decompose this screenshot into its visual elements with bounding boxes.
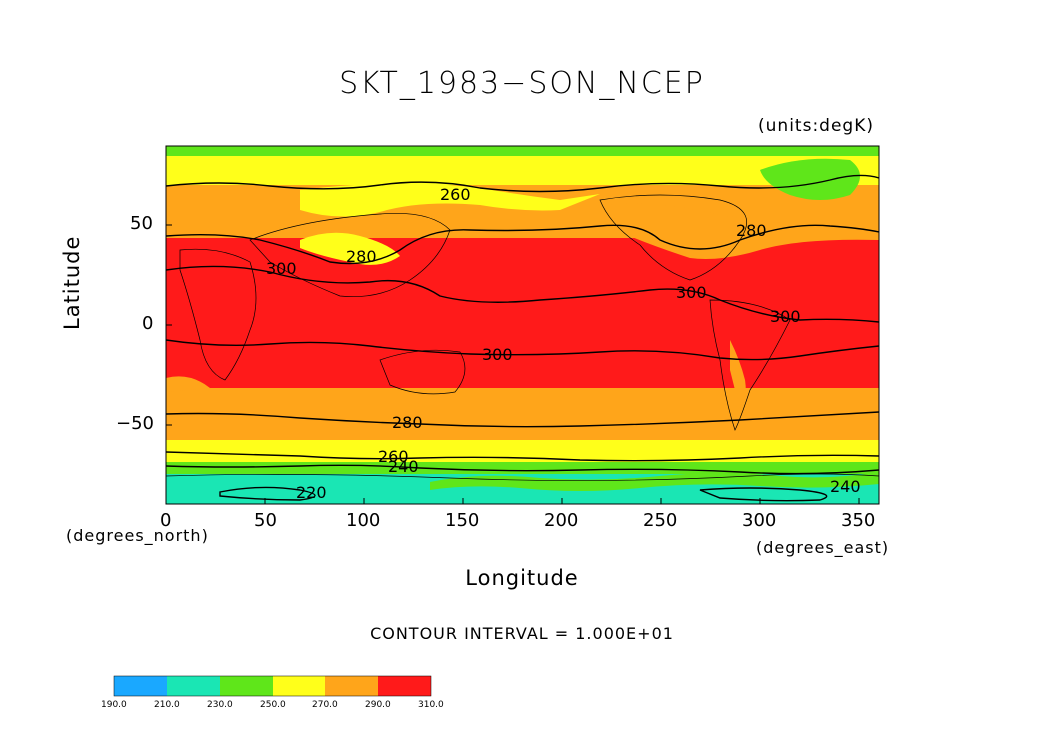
contour-label: 280: [346, 247, 377, 266]
contour-label: 220: [296, 483, 327, 502]
y-axis-label: Latitude: [60, 235, 84, 330]
contour-240-south: [166, 464, 879, 475]
colorbar-label: 250.0: [260, 700, 286, 710]
tibet-yellow: [300, 232, 400, 265]
contour-label: 260: [440, 185, 471, 204]
contour-label: 240: [388, 457, 419, 476]
contour-label: 300: [676, 283, 707, 302]
x-tick-label: 250: [643, 510, 678, 531]
north-america-orange: [600, 203, 879, 259]
x-unit-note: (degrees_east): [756, 538, 890, 557]
x-tick-label: 150: [445, 510, 480, 531]
colorbar-label: 190.0: [101, 700, 127, 710]
contour-label: 300: [482, 345, 513, 364]
contour-260-north: [166, 174, 879, 193]
contour-220-south: [219, 486, 316, 501]
colorbar-swatch-190-210: [114, 676, 167, 696]
x-tick-label: 100: [346, 510, 381, 531]
y-tick-label: 0: [142, 313, 154, 334]
atlantic-orange-bulge: [166, 376, 210, 392]
page-title: SKT_1983−SON_NCEP: [339, 66, 705, 101]
coast-south-america: [709, 299, 791, 431]
coast-north-america: [599, 194, 748, 281]
yellow-north-asia: [300, 183, 600, 217]
contour-260-south: [166, 451, 879, 462]
colorbar-swatch-270-290: [325, 676, 378, 696]
contour-300-north: [166, 265, 879, 323]
x-axis-label: Longitude: [465, 566, 579, 590]
colorbar-swatch-230-250: [220, 676, 273, 696]
colorbar-label: 230.0: [207, 700, 233, 710]
colorbar-swatch-290-310: [378, 676, 431, 696]
contour-interval: CONTOUR INTERVAL = 1.000E+01: [370, 624, 674, 643]
y-tick-label: 50: [130, 213, 153, 234]
contour-label: 240: [830, 477, 861, 496]
contour-label: 280: [736, 221, 767, 240]
contour-label: 300: [770, 307, 801, 326]
colorbar: [113, 675, 432, 697]
x-tick-label: 50: [254, 510, 277, 531]
contour-280-north: [166, 224, 879, 265]
colorbar-label: 210.0: [154, 700, 180, 710]
contour-antarctic-loop: [699, 487, 828, 502]
y-tick-label: −50: [116, 413, 154, 434]
coast-africa: [179, 248, 257, 381]
x-tick-label: 300: [742, 510, 777, 531]
colorbar-swatch-210-230: [167, 676, 220, 696]
contour-label: 280: [392, 413, 423, 432]
band-tropics: [166, 238, 879, 396]
colorbar-swatch-250-270: [273, 676, 325, 696]
andes-orange: [730, 340, 746, 410]
contour-280-south: [166, 411, 879, 428]
x-tick-label: 0: [160, 510, 172, 531]
coast-australia: [379, 349, 466, 395]
contour-label: 260: [378, 447, 409, 466]
contour-label: 300: [266, 259, 297, 278]
colorbar-label: 310.0: [418, 700, 444, 710]
x-tick-label: 350: [841, 510, 876, 531]
units-label: (units:degK): [758, 116, 874, 136]
greenland-green: [760, 158, 860, 200]
antarctic-green-east: [430, 472, 879, 491]
contour-300-south: [166, 339, 879, 361]
colorbar-label: 270.0: [312, 700, 338, 710]
coast-antarctica: [166, 473, 879, 481]
coast-asia: [249, 213, 451, 297]
colorbar-frame: [113, 675, 432, 697]
antarctic-blue-patch: [250, 474, 367, 496]
colorbar-label: 290.0: [365, 700, 391, 710]
x-tick-label: 200: [544, 510, 579, 531]
y-unit-note: (degrees_north): [66, 526, 209, 545]
